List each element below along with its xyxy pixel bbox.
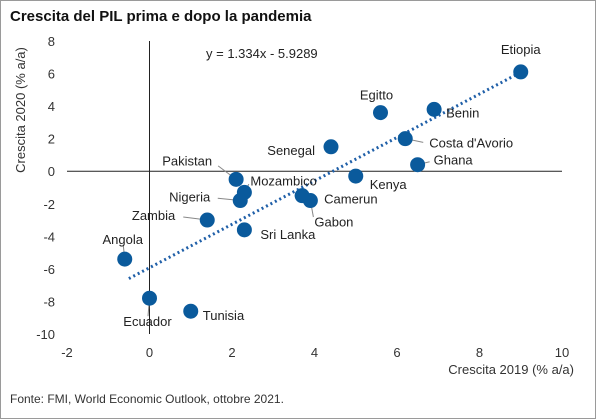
point-label: Kenya bbox=[370, 177, 408, 192]
x-tick-label: -2 bbox=[61, 345, 73, 360]
x-tick-label: 2 bbox=[228, 345, 235, 360]
point-label: Ghana bbox=[434, 153, 474, 168]
x-tick-label: 4 bbox=[311, 345, 318, 360]
point-label: Mozambico bbox=[250, 173, 316, 188]
point-label: Nigeria bbox=[169, 190, 211, 205]
point-label: Gabon bbox=[314, 215, 353, 230]
scatter-point bbox=[513, 64, 529, 80]
scatter-point bbox=[183, 303, 199, 319]
scatter-point bbox=[236, 222, 252, 238]
point-label: Benin bbox=[446, 105, 479, 120]
y-tick-label: 4 bbox=[48, 99, 55, 114]
scatter-point bbox=[302, 193, 318, 209]
point-label: Zambia bbox=[132, 208, 176, 223]
point-label: Pakistan bbox=[162, 153, 212, 168]
y-tick-label: -8 bbox=[43, 294, 55, 309]
trendline bbox=[128, 70, 522, 280]
scatter-point bbox=[117, 251, 133, 267]
point-label: Senegal bbox=[267, 143, 315, 158]
y-axis-title: Crescita 2020 (% a/a) bbox=[13, 47, 28, 173]
point-label: Egitto bbox=[360, 88, 393, 103]
point-label: Angola bbox=[103, 232, 144, 247]
point-label: Camerun bbox=[324, 192, 377, 207]
y-tick-label: -10 bbox=[36, 327, 55, 342]
point-label: Sri Lanka bbox=[260, 227, 316, 242]
scatter-point bbox=[228, 171, 244, 187]
point-label: Costa d'Avorio bbox=[429, 136, 513, 151]
scatter-point bbox=[323, 139, 339, 155]
scatter-point bbox=[410, 157, 426, 173]
y-tick-label: -4 bbox=[43, 229, 55, 244]
scatter-point bbox=[199, 212, 215, 228]
y-tick-label: -6 bbox=[43, 262, 55, 277]
x-axis-title: Crescita 2019 (% a/a) bbox=[448, 362, 574, 377]
scatter-point bbox=[373, 105, 388, 121]
x-tick-label: 10 bbox=[555, 345, 569, 360]
point-label: Ecuador bbox=[123, 314, 172, 329]
x-tick-label: 0 bbox=[146, 345, 153, 360]
y-tick-label: -2 bbox=[43, 197, 55, 212]
scatter-point bbox=[426, 101, 442, 117]
y-tick-label: 6 bbox=[48, 67, 55, 82]
scatter-point bbox=[232, 193, 248, 209]
y-tick-label: 0 bbox=[48, 164, 55, 179]
trendline-equation: y = 1.334x - 5.9289 bbox=[206, 46, 318, 61]
scatter-point bbox=[142, 290, 157, 306]
y-tick-label: 2 bbox=[48, 132, 55, 147]
chart-title: Crescita del PIL prima e dopo la pandemi… bbox=[10, 8, 312, 25]
scatter-point bbox=[397, 131, 413, 147]
y-tick-label: 8 bbox=[48, 34, 55, 49]
x-tick-label: 8 bbox=[476, 345, 483, 360]
point-label: Tunisia bbox=[203, 308, 245, 323]
x-tick-label: 6 bbox=[393, 345, 400, 360]
point-label: Etiopia bbox=[501, 42, 542, 57]
source-note: Fonte: FMI, World Economic Outlook, otto… bbox=[10, 392, 284, 406]
scatter-point bbox=[348, 168, 364, 184]
